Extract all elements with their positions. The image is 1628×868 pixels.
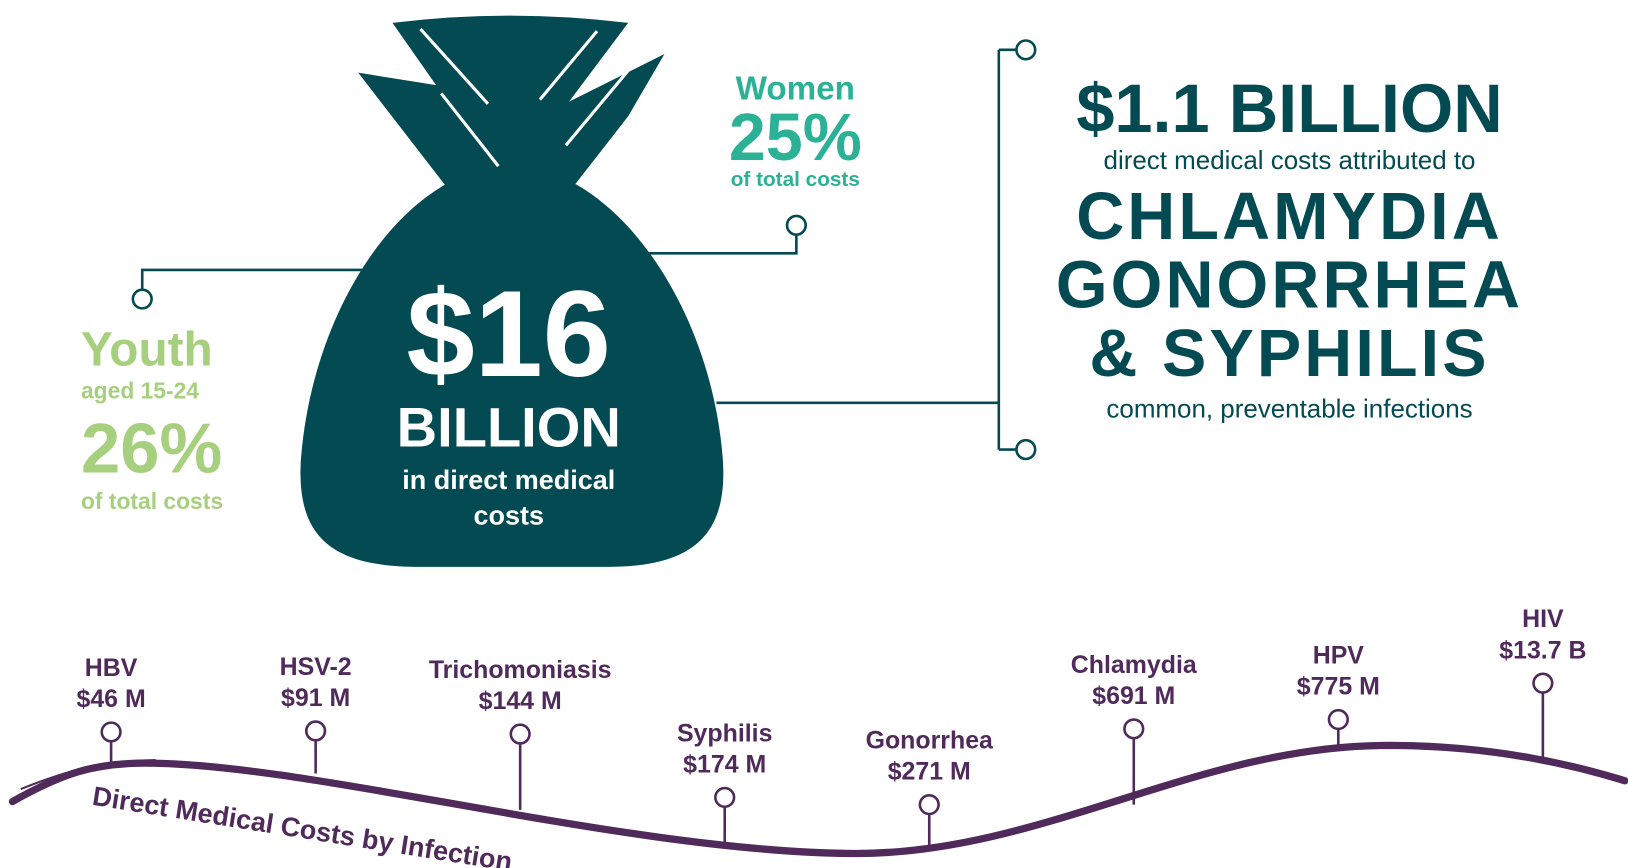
highlight-pin xyxy=(1015,438,1037,461)
pin xyxy=(509,723,531,745)
highlight: $1.1 BILLION direct medical costs attrib… xyxy=(1056,70,1523,424)
infection-name: Gonorrhea xyxy=(866,727,994,755)
money-bag xyxy=(300,15,724,567)
pin xyxy=(100,721,122,743)
infection-name: HBV xyxy=(85,654,138,682)
pin xyxy=(918,794,940,816)
pin xyxy=(304,720,327,742)
pin xyxy=(1327,708,1349,731)
youth-caption: of total costs xyxy=(81,488,223,514)
youth-pin xyxy=(131,288,153,310)
youth-connector xyxy=(140,268,376,290)
highlight-connector xyxy=(716,48,1017,451)
bag-body xyxy=(300,182,724,567)
bag-unit: BILLION xyxy=(397,395,621,458)
infection-name: Trichomoniasis xyxy=(429,656,612,684)
women-connector xyxy=(631,234,798,255)
highlight-amount: $1.1 BILLION xyxy=(1076,70,1502,147)
highlight-disease: GONORRHEA xyxy=(1056,248,1523,322)
pin xyxy=(1123,718,1145,740)
timeline-title: Direct Medical Costs by Infection . . . xyxy=(90,781,558,868)
infection-cost: $691 M xyxy=(1092,682,1175,710)
infection-name: HSV-2 xyxy=(280,653,352,681)
timeline-curve xyxy=(8,741,1628,858)
bag-caption: costs xyxy=(474,500,544,530)
infection-name: HPV xyxy=(1313,641,1365,669)
highlight-intro: direct medical costs attributed to xyxy=(1104,147,1476,175)
infection-cost: $174 M xyxy=(683,750,766,778)
women-percent: 25% xyxy=(729,101,862,175)
pin xyxy=(714,786,736,809)
infection-cost: $13.7 B xyxy=(1499,636,1586,664)
infection-name: HIV xyxy=(1522,605,1564,633)
highlight-disease: CHLAMYDIA xyxy=(1076,180,1503,254)
highlight-disease: & SYPHILIS xyxy=(1089,317,1489,391)
youth-age: aged 15-24 xyxy=(81,378,199,404)
youth-percent: 26% xyxy=(81,408,222,487)
infection-name: Syphilis xyxy=(677,719,773,747)
connectors xyxy=(131,39,1037,461)
highlight-note: common, preventable infections xyxy=(1106,395,1472,423)
highlight-pin xyxy=(1015,39,1037,61)
women-pin xyxy=(785,214,807,236)
bag-top xyxy=(358,15,665,187)
infection-cost: $271 M xyxy=(888,758,971,786)
bag-amount: $16 xyxy=(407,265,611,402)
youth-label: Youth xyxy=(81,323,213,376)
women-label: Women xyxy=(736,71,855,108)
infection-cost: $46 M xyxy=(76,685,145,713)
timeline-items: HBV $46 M HSV-2 $91 M Trichomoniasis $144 M Sy… xyxy=(76,605,1586,852)
infection-name: Chlamydia xyxy=(1071,651,1198,679)
infection-cost: $144 M xyxy=(479,687,562,715)
infection-cost: $91 M xyxy=(281,684,350,712)
bag-folds xyxy=(419,28,635,168)
women-caption: of total costs xyxy=(731,168,860,191)
bag-caption: in direct medical xyxy=(402,465,615,495)
timeline-stroke xyxy=(20,758,156,791)
infection-cost: $775 M xyxy=(1297,673,1380,701)
pin xyxy=(1532,672,1554,694)
